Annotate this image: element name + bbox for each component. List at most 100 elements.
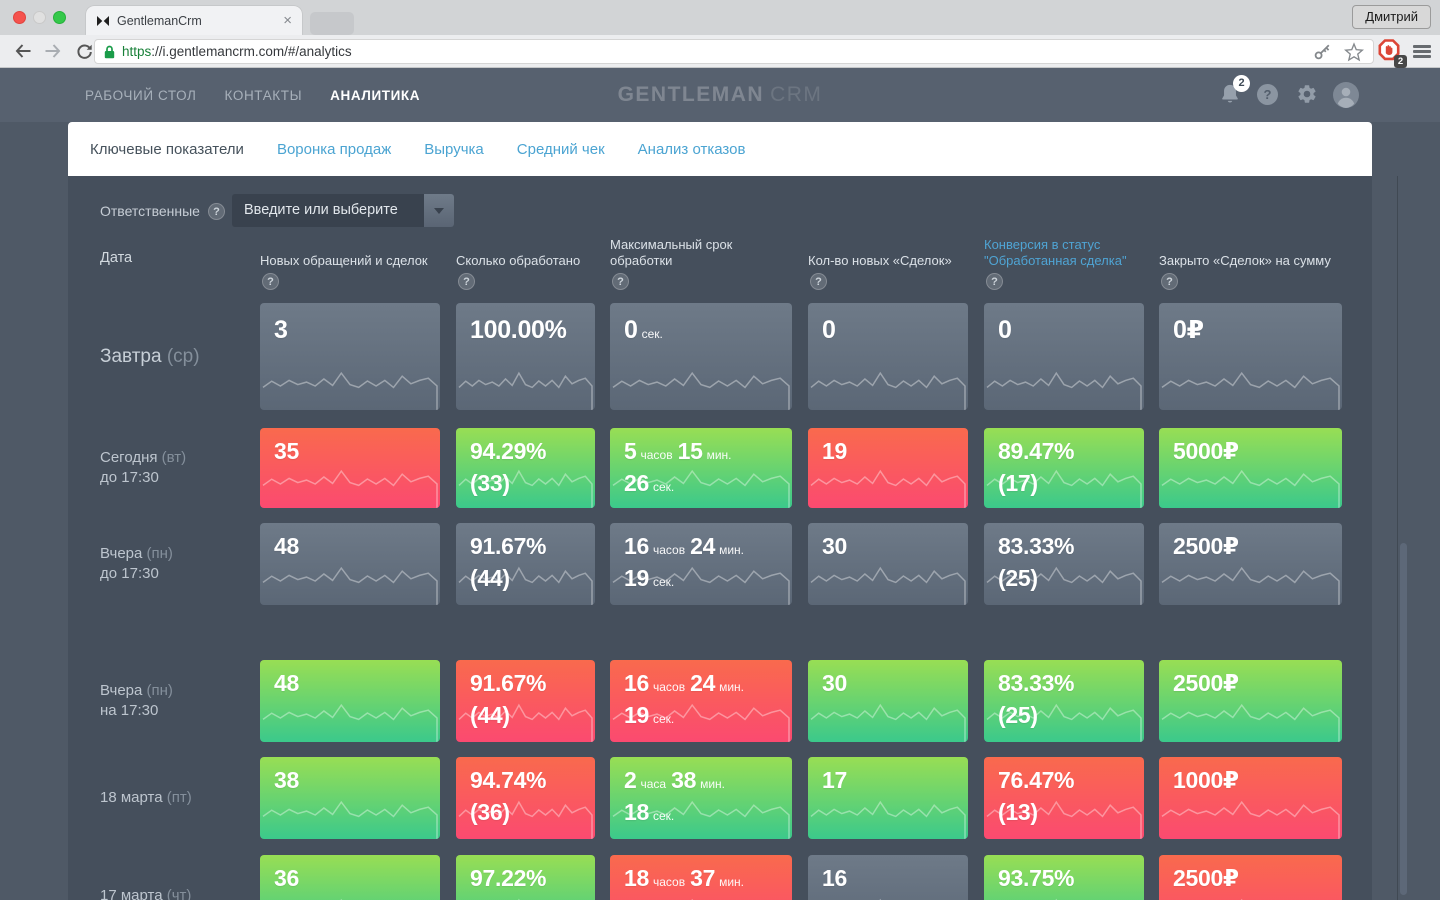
- bookmark-star-icon[interactable]: [1344, 41, 1364, 62]
- metric-cell: 18 часов 37 мин.: [610, 855, 792, 900]
- profile-avatar[interactable]: [1333, 82, 1359, 113]
- settings-button[interactable]: [1296, 83, 1318, 110]
- browser-tab[interactable]: GentlemanCrm ×: [86, 6, 302, 35]
- analytics-tab-0[interactable]: Ключевые показатели: [90, 140, 244, 158]
- table-row: Завтра (ср) 3 100.00% 0 сек. 0: [68, 303, 1372, 410]
- help-icon[interactable]: ?: [810, 273, 827, 290]
- address-bar-input[interactable]: https://i.gentlemancrm.com/#/analytics: [94, 39, 1374, 64]
- metric-cell: 2500₽: [1159, 855, 1342, 900]
- help-icon[interactable]: ?: [262, 273, 279, 290]
- analytics-tab-1[interactable]: Воронка продаж: [276, 140, 392, 158]
- column-header-5: Закрыто «Сделок» на сумму ?: [1159, 232, 1342, 290]
- browser-tab-strip: GentlemanCrm × Дмитрий: [0, 0, 1440, 35]
- tab-close-icon[interactable]: ×: [283, 12, 292, 29]
- nav-item-2[interactable]: АНАЛИТИКА: [330, 87, 421, 103]
- sparkline-chart: [810, 800, 966, 839]
- window-close-button[interactable]: [13, 11, 26, 24]
- metric-cell: 16: [808, 855, 968, 900]
- metric-value: 1000₽: [1173, 767, 1239, 793]
- analytics-tab-bar: Ключевые показатели Воронка продаж Выручка…: [68, 122, 1372, 176]
- browser-menu-icon[interactable]: [1413, 45, 1431, 59]
- analytics-tab-3[interactable]: Средний чек: [516, 140, 605, 158]
- metric-value: 0 сек.: [624, 316, 663, 344]
- row-date-label: 17 марта (чт): [100, 887, 192, 900]
- sparkline-chart: [986, 566, 1142, 605]
- metric-value: 91.67% (44): [470, 670, 547, 728]
- gear-icon: [1298, 85, 1316, 103]
- sparkline-chart: [612, 469, 790, 508]
- sparkline-chart: [458, 703, 593, 742]
- metric-value: 19: [822, 438, 847, 464]
- metric-cell: 2 часа 38 мин. 18 сек.: [610, 757, 792, 839]
- metric-cell: 38: [260, 757, 440, 839]
- sparkline-chart: [612, 703, 790, 742]
- metric-cell: 48: [260, 660, 440, 742]
- browser-profile-button[interactable]: Дмитрий: [1352, 5, 1431, 29]
- forward-icon[interactable]: [44, 43, 62, 59]
- new-tab-button[interactable]: [310, 12, 354, 35]
- metric-value: 16 часов 24 мин. 19 сек.: [624, 670, 744, 728]
- metric-cell: 5000₽: [1159, 428, 1342, 508]
- sparkline-chart: [986, 469, 1142, 508]
- metric-cell: 93.75%: [984, 855, 1144, 900]
- row-date-label: Вчера (пн) до 17:30: [100, 545, 173, 582]
- metric-value: 3: [274, 316, 288, 344]
- metric-cell: 0 сек.: [610, 303, 792, 410]
- sparkline-chart: [458, 800, 593, 839]
- help-icon[interactable]: ?: [458, 273, 475, 290]
- responsible-select[interactable]: Введите или выберите: [232, 194, 454, 227]
- metric-cell: 0₽: [1159, 303, 1342, 410]
- help-button[interactable]: ?: [1257, 84, 1278, 105]
- nav-item-1[interactable]: КОНТАКТЫ: [224, 87, 303, 103]
- tab-title: GentlemanCrm: [117, 13, 202, 28]
- window-zoom-button[interactable]: [53, 11, 66, 24]
- row-date-label: Сегодня (вт) до 17:30: [100, 449, 187, 486]
- sparkline-chart: [1161, 703, 1340, 742]
- metric-cell: 16 часов 24 мин. 19 сек.: [610, 523, 792, 605]
- stop-hand-extension-icon[interactable]: 2: [1377, 39, 1407, 68]
- help-icon[interactable]: ?: [207, 202, 225, 220]
- metric-cell: 83.33% (25): [984, 660, 1144, 742]
- notification-count-badge: 2: [1233, 75, 1250, 92]
- metric-value: 83.33% (25): [998, 533, 1075, 591]
- metric-cell: 16 часов 24 мин. 19 сек.: [610, 660, 792, 742]
- sparkline-chart: [1161, 469, 1340, 508]
- password-key-icon[interactable]: [1313, 42, 1332, 61]
- metric-cell: 5 часов 15 мин. 26 сек.: [610, 428, 792, 508]
- sparkline-chart: [1161, 800, 1340, 839]
- metric-cell: 94.29% (33): [456, 428, 595, 508]
- back-icon[interactable]: [14, 43, 32, 59]
- window-minimize-button[interactable]: [33, 11, 46, 24]
- metric-cell: 30: [808, 660, 968, 742]
- metric-value: 18 часов 37 мин.: [624, 865, 744, 891]
- dropdown-arrow-icon[interactable]: [424, 194, 454, 227]
- column-header-4: Конверсия в статус "Обработанная сделка"…: [984, 232, 1144, 290]
- metric-value: 5000₽: [1173, 438, 1239, 464]
- notifications-button[interactable]: 2: [1219, 75, 1250, 108]
- sparkline-chart: [810, 371, 966, 410]
- metric-value: 30: [822, 670, 847, 696]
- help-icon[interactable]: ?: [986, 273, 1003, 290]
- scrollbar-thumb[interactable]: [1400, 543, 1407, 895]
- help-icon[interactable]: ?: [1161, 273, 1178, 290]
- sparkline-chart: [262, 566, 438, 605]
- metric-value: 2500₽: [1173, 670, 1239, 696]
- column-header-label: Закрыто «Сделок» на сумму: [1159, 253, 1331, 268]
- metric-value: 48: [274, 533, 299, 559]
- column-header-label: Новых обращений и сделок: [260, 253, 428, 268]
- nav-item-0[interactable]: РАБОЧИЙ СТОЛ: [85, 87, 197, 103]
- metric-cell: 19: [808, 428, 968, 508]
- help-icon[interactable]: ?: [612, 273, 629, 290]
- date-column-header: Дата: [100, 250, 133, 266]
- refresh-icon[interactable]: [76, 43, 93, 60]
- url-text: https://i.gentlemancrm.com/#/analytics: [122, 44, 352, 59]
- metric-cell: 3: [260, 303, 440, 410]
- analytics-tab-2[interactable]: Выручка: [424, 140, 484, 158]
- metric-value: 94.74% (36): [470, 767, 547, 825]
- table-row: 18 марта (пт) 38 94.74% (36) 2 часа 38 мин. 1…: [68, 757, 1372, 839]
- analytics-tab-4[interactable]: Анализ отказов: [637, 140, 746, 158]
- row-date-label: 18 марта (пт): [100, 789, 192, 806]
- metric-value: 30: [822, 533, 847, 559]
- column-header-2: Максимальный срок обработки ?: [610, 232, 792, 290]
- metric-cell: 76.47% (13): [984, 757, 1144, 839]
